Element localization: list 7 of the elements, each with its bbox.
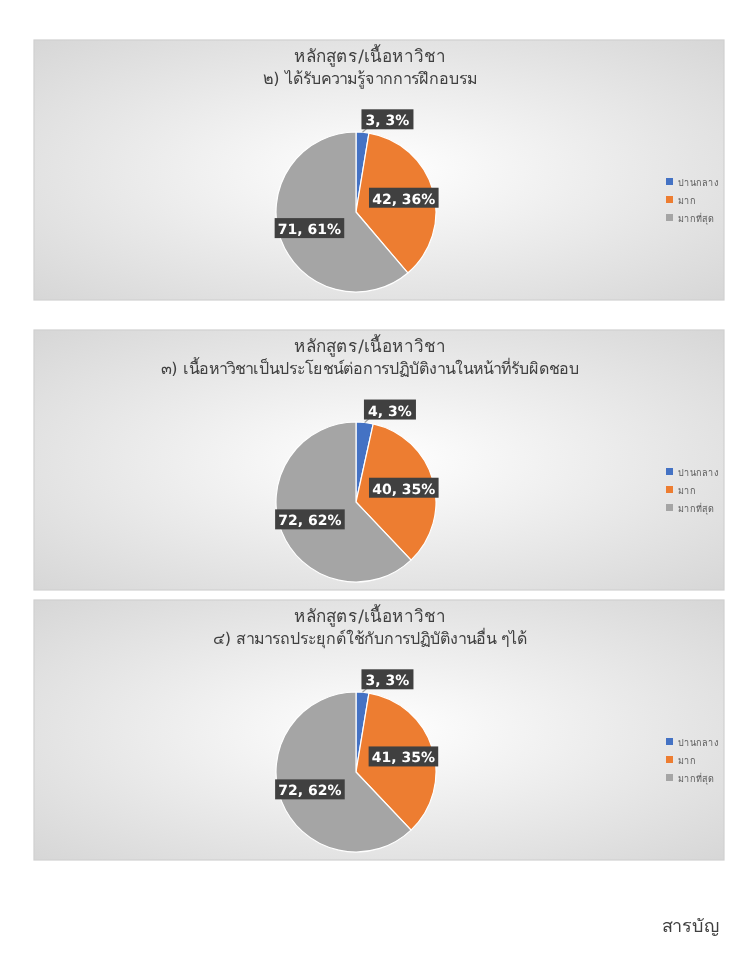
chart-title: หลักสูตร/เนื้อหาวิชา <box>294 604 446 628</box>
chart-title: หลักสูตร/เนื้อหาวิชา <box>294 334 446 358</box>
chart-subtitle: ๔) สามารถประยุกต์ใช้กับการปฏิบัติงานอื่น ๆได้ <box>212 626 528 648</box>
text: สารบัญ <box>662 918 720 938</box>
chart-subtitle: ๒) ได้รับความรู้จากการฝึกอบรม <box>263 70 477 90</box>
chart-subtitle: ๓) เนื้อหาวิชาเป็นประโยชน์ต่อการปฏิบัติงานในหน้าที่รับผิดชอบ <box>161 356 579 378</box>
chart-title: หลักสูตร/เนื้อหาวิชา <box>294 44 446 68</box>
